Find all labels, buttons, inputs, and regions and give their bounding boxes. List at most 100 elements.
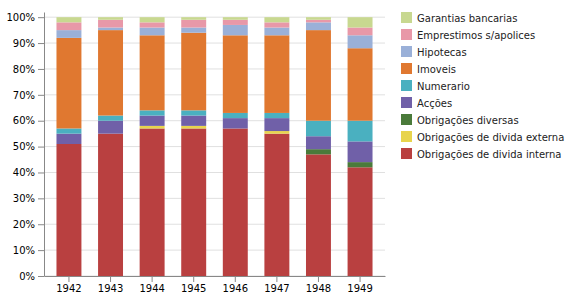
x-tick: 1949 <box>347 276 372 294</box>
y-tick: 70% <box>13 90 44 101</box>
bar <box>56 22 81 30</box>
y-tick-mark <box>38 250 44 251</box>
bar <box>223 25 248 35</box>
bar <box>181 116 206 126</box>
x-tick: 1947 <box>264 276 289 294</box>
bar <box>56 30 81 38</box>
x-tick-mark <box>110 276 111 282</box>
bar-series <box>56 30 372 128</box>
legend-label: Emprestimos s/apolices <box>417 30 535 41</box>
bar <box>348 167 373 276</box>
y-tick-mark <box>38 121 44 122</box>
bar <box>264 17 289 22</box>
legend-swatch <box>401 131 412 142</box>
grid-line <box>44 276 385 277</box>
x-tick-mark <box>318 276 319 282</box>
x-tick: 1942 <box>56 276 81 294</box>
x-tick-label: 1946 <box>223 283 248 294</box>
legend-item: Garantias bancarias <box>401 12 517 24</box>
legend-label: Acções <box>417 98 452 109</box>
bar <box>98 17 123 20</box>
bar <box>306 30 331 121</box>
x-tick: 1946 <box>223 276 248 294</box>
y-axis: 0%10%20%30%40%50%60%70%80%90%100% <box>6 12 44 282</box>
bar <box>56 128 81 133</box>
x-tick-label: 1948 <box>306 283 331 294</box>
bar <box>223 118 248 128</box>
y-tick-label: 60% <box>13 115 35 126</box>
bar <box>140 35 165 110</box>
bar <box>264 113 289 118</box>
bar <box>306 20 331 23</box>
bar <box>98 134 123 276</box>
plot-area: 1942 1943 1944 1945 1946 1947 1948 1949 0% 10% 20%… <box>6 12 385 294</box>
grid-line <box>44 224 385 225</box>
grid <box>44 17 385 276</box>
legend-label: Numerario <box>417 81 470 92</box>
bar <box>181 28 206 33</box>
y-tick: 30% <box>13 193 44 204</box>
y-tick-label: 0% <box>19 271 35 282</box>
bar <box>181 33 206 111</box>
y-tick: 60% <box>13 115 44 126</box>
grid-line <box>44 120 385 121</box>
bar <box>306 17 331 20</box>
y-tick-label: 50% <box>13 141 35 152</box>
legend-item: Imoveis <box>401 63 456 75</box>
y-tick-mark <box>38 172 44 173</box>
bar <box>140 128 165 276</box>
bar <box>306 149 331 154</box>
bar <box>98 20 123 28</box>
legend-swatch <box>401 114 412 125</box>
bar <box>348 121 373 142</box>
legend-swatch <box>401 12 412 23</box>
grid-line <box>44 172 385 173</box>
y-tick: 20% <box>13 219 44 230</box>
bar-series <box>56 17 372 27</box>
bar <box>348 141 373 162</box>
bar <box>98 121 123 134</box>
y-tick-label: 20% <box>13 219 35 230</box>
x-tick-mark <box>276 276 277 282</box>
legend-label: Hipotecas <box>417 47 467 58</box>
bar <box>181 110 206 115</box>
x-tick: 1944 <box>139 276 164 294</box>
legend-item: Obrigações de divida externa <box>401 131 564 143</box>
bar <box>56 17 81 22</box>
bar <box>181 17 206 20</box>
bar <box>348 17 373 27</box>
y-tick-mark <box>38 17 44 18</box>
bar <box>98 116 123 121</box>
grid-line <box>44 43 385 44</box>
legend-swatch <box>401 46 412 57</box>
bar <box>264 118 289 131</box>
bar <box>264 35 289 113</box>
bar <box>223 113 248 118</box>
bar <box>306 22 331 30</box>
legend-label: Obrigações diversas <box>417 115 519 126</box>
y-tick-mark <box>38 95 44 96</box>
x-tick-mark <box>68 276 69 282</box>
x-tick: 1945 <box>181 276 206 294</box>
bar <box>140 28 165 36</box>
grid-line <box>44 68 385 69</box>
bar <box>98 28 123 31</box>
y-tick: 10% <box>13 245 44 256</box>
y-tick-mark <box>38 198 44 199</box>
grid-line <box>44 17 385 18</box>
x-tick-label: 1943 <box>98 283 123 294</box>
legend-label: Garantias bancarias <box>417 13 517 24</box>
x-tick: 1948 <box>306 276 331 294</box>
legend-swatch <box>401 29 412 40</box>
y-tick: 50% <box>13 141 44 152</box>
legend-swatch <box>401 80 412 91</box>
bar <box>264 22 289 27</box>
y-tick-mark <box>38 147 44 148</box>
bar <box>306 121 331 137</box>
y-tick: 80% <box>13 64 44 75</box>
bar <box>140 110 165 115</box>
x-tick-label: 1944 <box>139 283 164 294</box>
x-tick-label: 1947 <box>264 283 289 294</box>
y-tick-mark <box>38 43 44 44</box>
x-axis: 1942 1943 1944 1945 1946 1947 1948 1949 <box>45 276 386 294</box>
